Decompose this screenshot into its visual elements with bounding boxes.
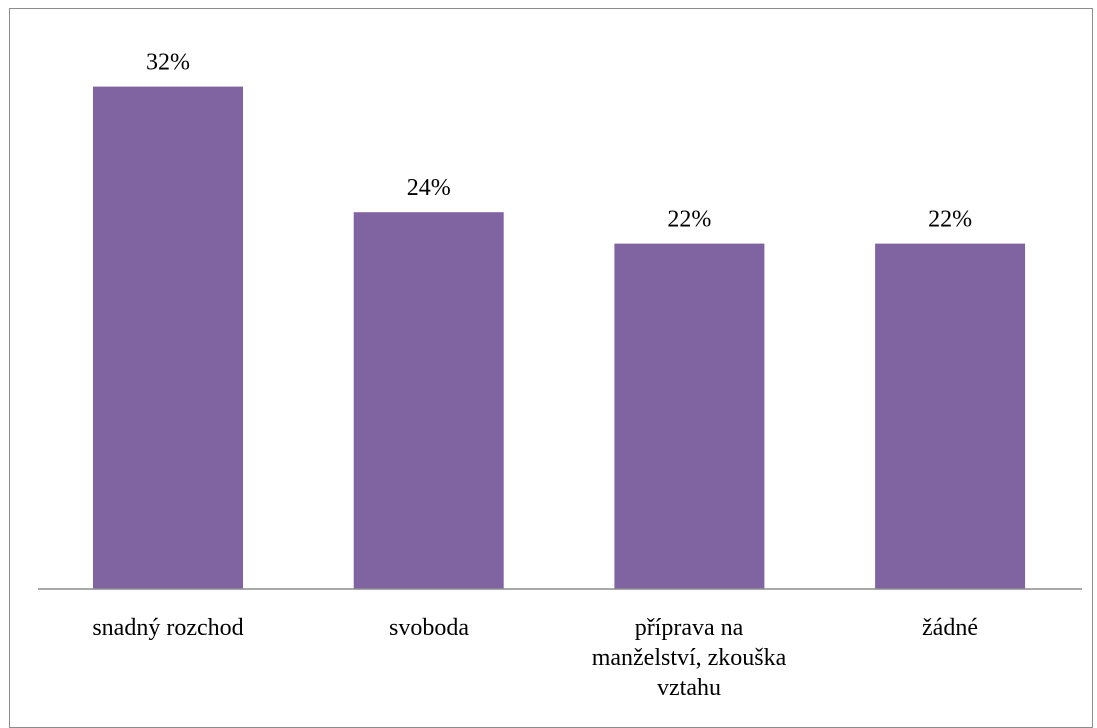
data-label-3: 22% [667, 207, 711, 233]
bar-3 [614, 243, 765, 589]
category-label-svoboda: svoboda [389, 615, 469, 641]
bar-4 [875, 243, 1026, 589]
category-label-snadny-rozchod: snadný rozchod [92, 615, 244, 641]
category-label-priprava-na-manzelstvi: příprava na manželství, zkouška vztahu [591, 615, 787, 701]
bar-2 [353, 212, 504, 589]
bars-layer [93, 86, 1026, 589]
data-label-1: 32% [146, 50, 190, 76]
data-label-2: 24% [407, 175, 451, 201]
data-labels-layer: 32% 24% 22% 22% [146, 50, 972, 233]
bar-1 [93, 86, 243, 589]
data-label-4: 22% [928, 207, 972, 233]
category-label-zadne: žádné [922, 615, 978, 641]
